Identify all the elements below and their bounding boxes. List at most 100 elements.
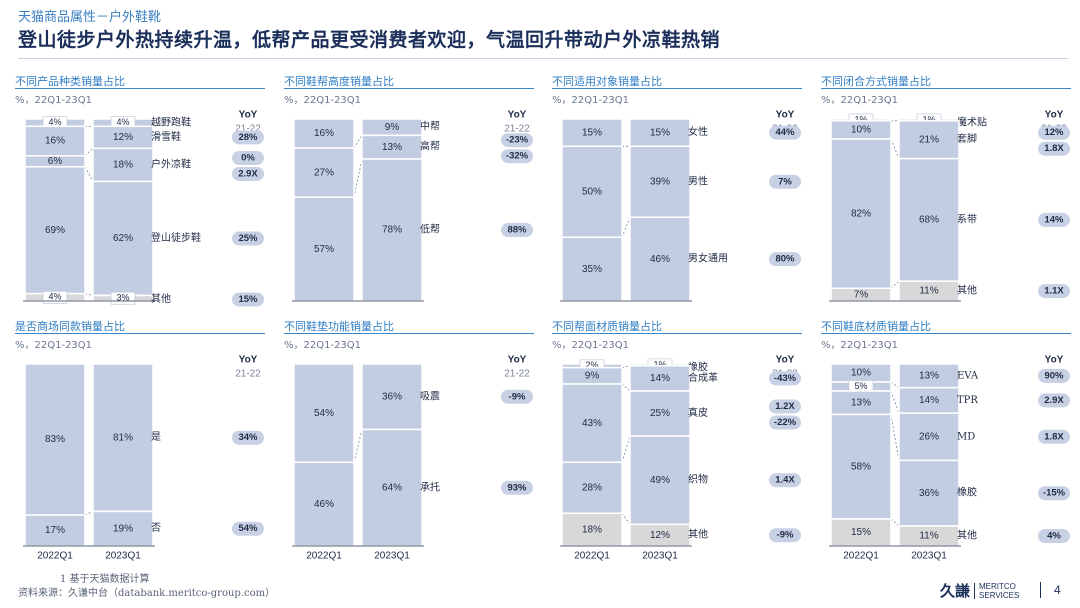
yoy-period: 21-22 [504, 124, 530, 135]
bar-segment [898, 459, 960, 527]
bar-segment [629, 390, 691, 437]
chart-panel-sole-material: 不同鞋底材质销量占比 %，22Q1-23Q1 YoY21-2210%13%EVA… [821, 318, 1071, 562]
x-axis-label: 2022Q1 [37, 551, 73, 562]
data-label: 81% [113, 432, 133, 443]
yoy-badge [1038, 528, 1070, 543]
yoy-value: -9% [509, 391, 526, 402]
bar-segment [561, 512, 623, 547]
chart-title: 不同帮面材质销量占比 [552, 320, 662, 333]
yoy-value: 2.9X [1044, 395, 1064, 406]
chart-subtitle: %，22Q1-23Q1 [821, 340, 899, 351]
yoy-badge [769, 174, 801, 189]
bar-segment [24, 125, 86, 157]
bar-segment [92, 363, 154, 513]
data-label: 12% [650, 530, 670, 541]
yoy-value: 25% [238, 233, 258, 244]
yoy-value: 1.8X [1044, 431, 1064, 442]
bar-segment [561, 383, 623, 464]
data-label: 4% [48, 117, 61, 127]
connector-line [890, 390, 900, 414]
yoy-badge [769, 125, 801, 140]
data-label: 18% [113, 160, 133, 171]
data-label: 69% [45, 225, 65, 236]
chart-panel-product-type: 不同产品种类销量占比 %，22Q1-23Q1 YoY 21-22 4% 4% 越野跑鞋 1… [15, 73, 265, 313]
chart-title: 不同闭合方式销量占比 [821, 75, 931, 88]
yoy-value: 1.1X [1044, 286, 1064, 297]
data-label: 14% [919, 395, 939, 406]
bar-segment [92, 147, 154, 183]
series-label: 真皮 [688, 406, 708, 419]
connector-line [621, 383, 631, 392]
data-label: 46% [650, 254, 670, 265]
series-label: 是 [151, 431, 161, 443]
connector-line [890, 138, 900, 159]
bar-segment [92, 180, 154, 297]
x-axis-label: 2022Q1 [306, 551, 342, 562]
chart-svg: YoY 21-22 54% 36% 吸震 -9% 46% 64% 承托 93% 2022Q1 2023… [292, 355, 533, 562]
series-label: 其他 [151, 292, 171, 305]
connector-line [353, 135, 363, 149]
data-label: 1% [854, 114, 867, 124]
data-label: 16% [45, 136, 65, 147]
data-label: 21% [919, 134, 939, 145]
data-label: 1% [922, 114, 935, 124]
yoy-header: YoY [1045, 110, 1064, 121]
series-label: MD [957, 431, 975, 442]
data-label: 5% [854, 381, 867, 391]
chart-subtitle: %，22Q1-23Q1 [552, 340, 630, 351]
yoy-value: 4% [1047, 531, 1061, 542]
data-label: 58% [851, 461, 871, 472]
data-label: 15% [851, 527, 871, 538]
yoy-value: 14% [1044, 214, 1064, 225]
data-label: 57% [314, 244, 334, 255]
data-label: 46% [314, 499, 334, 510]
panel-rule [15, 333, 265, 334]
yoy-badge [501, 480, 533, 495]
x-axis-label: 2023Q1 [911, 551, 947, 562]
chart-svg: YoY 21-22 4% 4% 越野跑鞋 16% 12% 滑雪鞋 28% 6% 18% 户外凉鞋 0% 2… [23, 110, 264, 307]
yoy-header: YoY [508, 110, 527, 121]
data-label: 9% [585, 370, 600, 381]
chart-svg: YoY21-2215%15%女性44%50%39%男性7%35%46%男女通用8… [560, 110, 801, 302]
series-label: 其他 [688, 528, 708, 541]
data-label: 25% [650, 408, 670, 419]
data-label: 43% [582, 418, 602, 429]
bar-segment [24, 166, 86, 295]
logo-divider [974, 582, 976, 599]
chart-panel-upper-material: 不同帮面材质销量占比 %，22Q1-23Q1 YoY21-222%1%橡胶9%1… [552, 318, 802, 562]
yoy-value: -43% [774, 373, 797, 384]
data-label: 16% [314, 128, 334, 139]
data-label: 7% [854, 289, 869, 300]
connector-line [890, 414, 900, 461]
yoy-value: -22% [774, 417, 797, 428]
bar-segment [629, 216, 691, 302]
page-title: 登山徒步户外热持续升温，低帮产品更受消费者欢迎，气温回升带动户外凉鞋热销 [18, 29, 721, 51]
chart-panel-upper-height: 不同鞋帮高度销量占比 %，22Q1-23Q1 YoY 21-22 16% 9% 中帮 27… [284, 73, 534, 313]
yoy-badge [232, 166, 264, 181]
bar-segment [561, 236, 623, 302]
connector-line [621, 435, 631, 463]
yoy-badge [769, 371, 801, 386]
company-logo: 久謙 MERITCO SERVICES [940, 580, 1019, 601]
yoy-badge [1038, 141, 1070, 156]
chart-subtitle: %，22Q1-23Q1 [15, 95, 93, 106]
yoy-badge [769, 415, 801, 430]
connector-line [890, 518, 900, 527]
data-label: 13% [382, 142, 402, 153]
yoy-value: 1.2X [775, 401, 795, 412]
bar-segment [629, 118, 691, 148]
data-label: 15% [650, 127, 670, 138]
bar-segment [293, 461, 355, 547]
bar-segment [293, 363, 355, 464]
connector-line [353, 158, 363, 198]
chart-svg: YoY21-221%1%魔术贴10%21%套脚12%1.8X82%68%系带14… [829, 110, 1070, 302]
yoy-value: -32% [506, 151, 529, 162]
yoy-value: -15% [1043, 488, 1066, 499]
connector-line [84, 293, 94, 296]
chart-panel-closure: 不同闭合方式销量占比 %，22Q1-23Q1 YoY21-221%1%魔术贴10… [821, 73, 1071, 313]
data-label: 27% [314, 167, 334, 178]
chart-title: 是否商场同款销量占比 [15, 320, 125, 333]
connector-line [84, 511, 94, 516]
data-label: 2% [585, 360, 598, 370]
series-label: 男性 [688, 174, 708, 187]
